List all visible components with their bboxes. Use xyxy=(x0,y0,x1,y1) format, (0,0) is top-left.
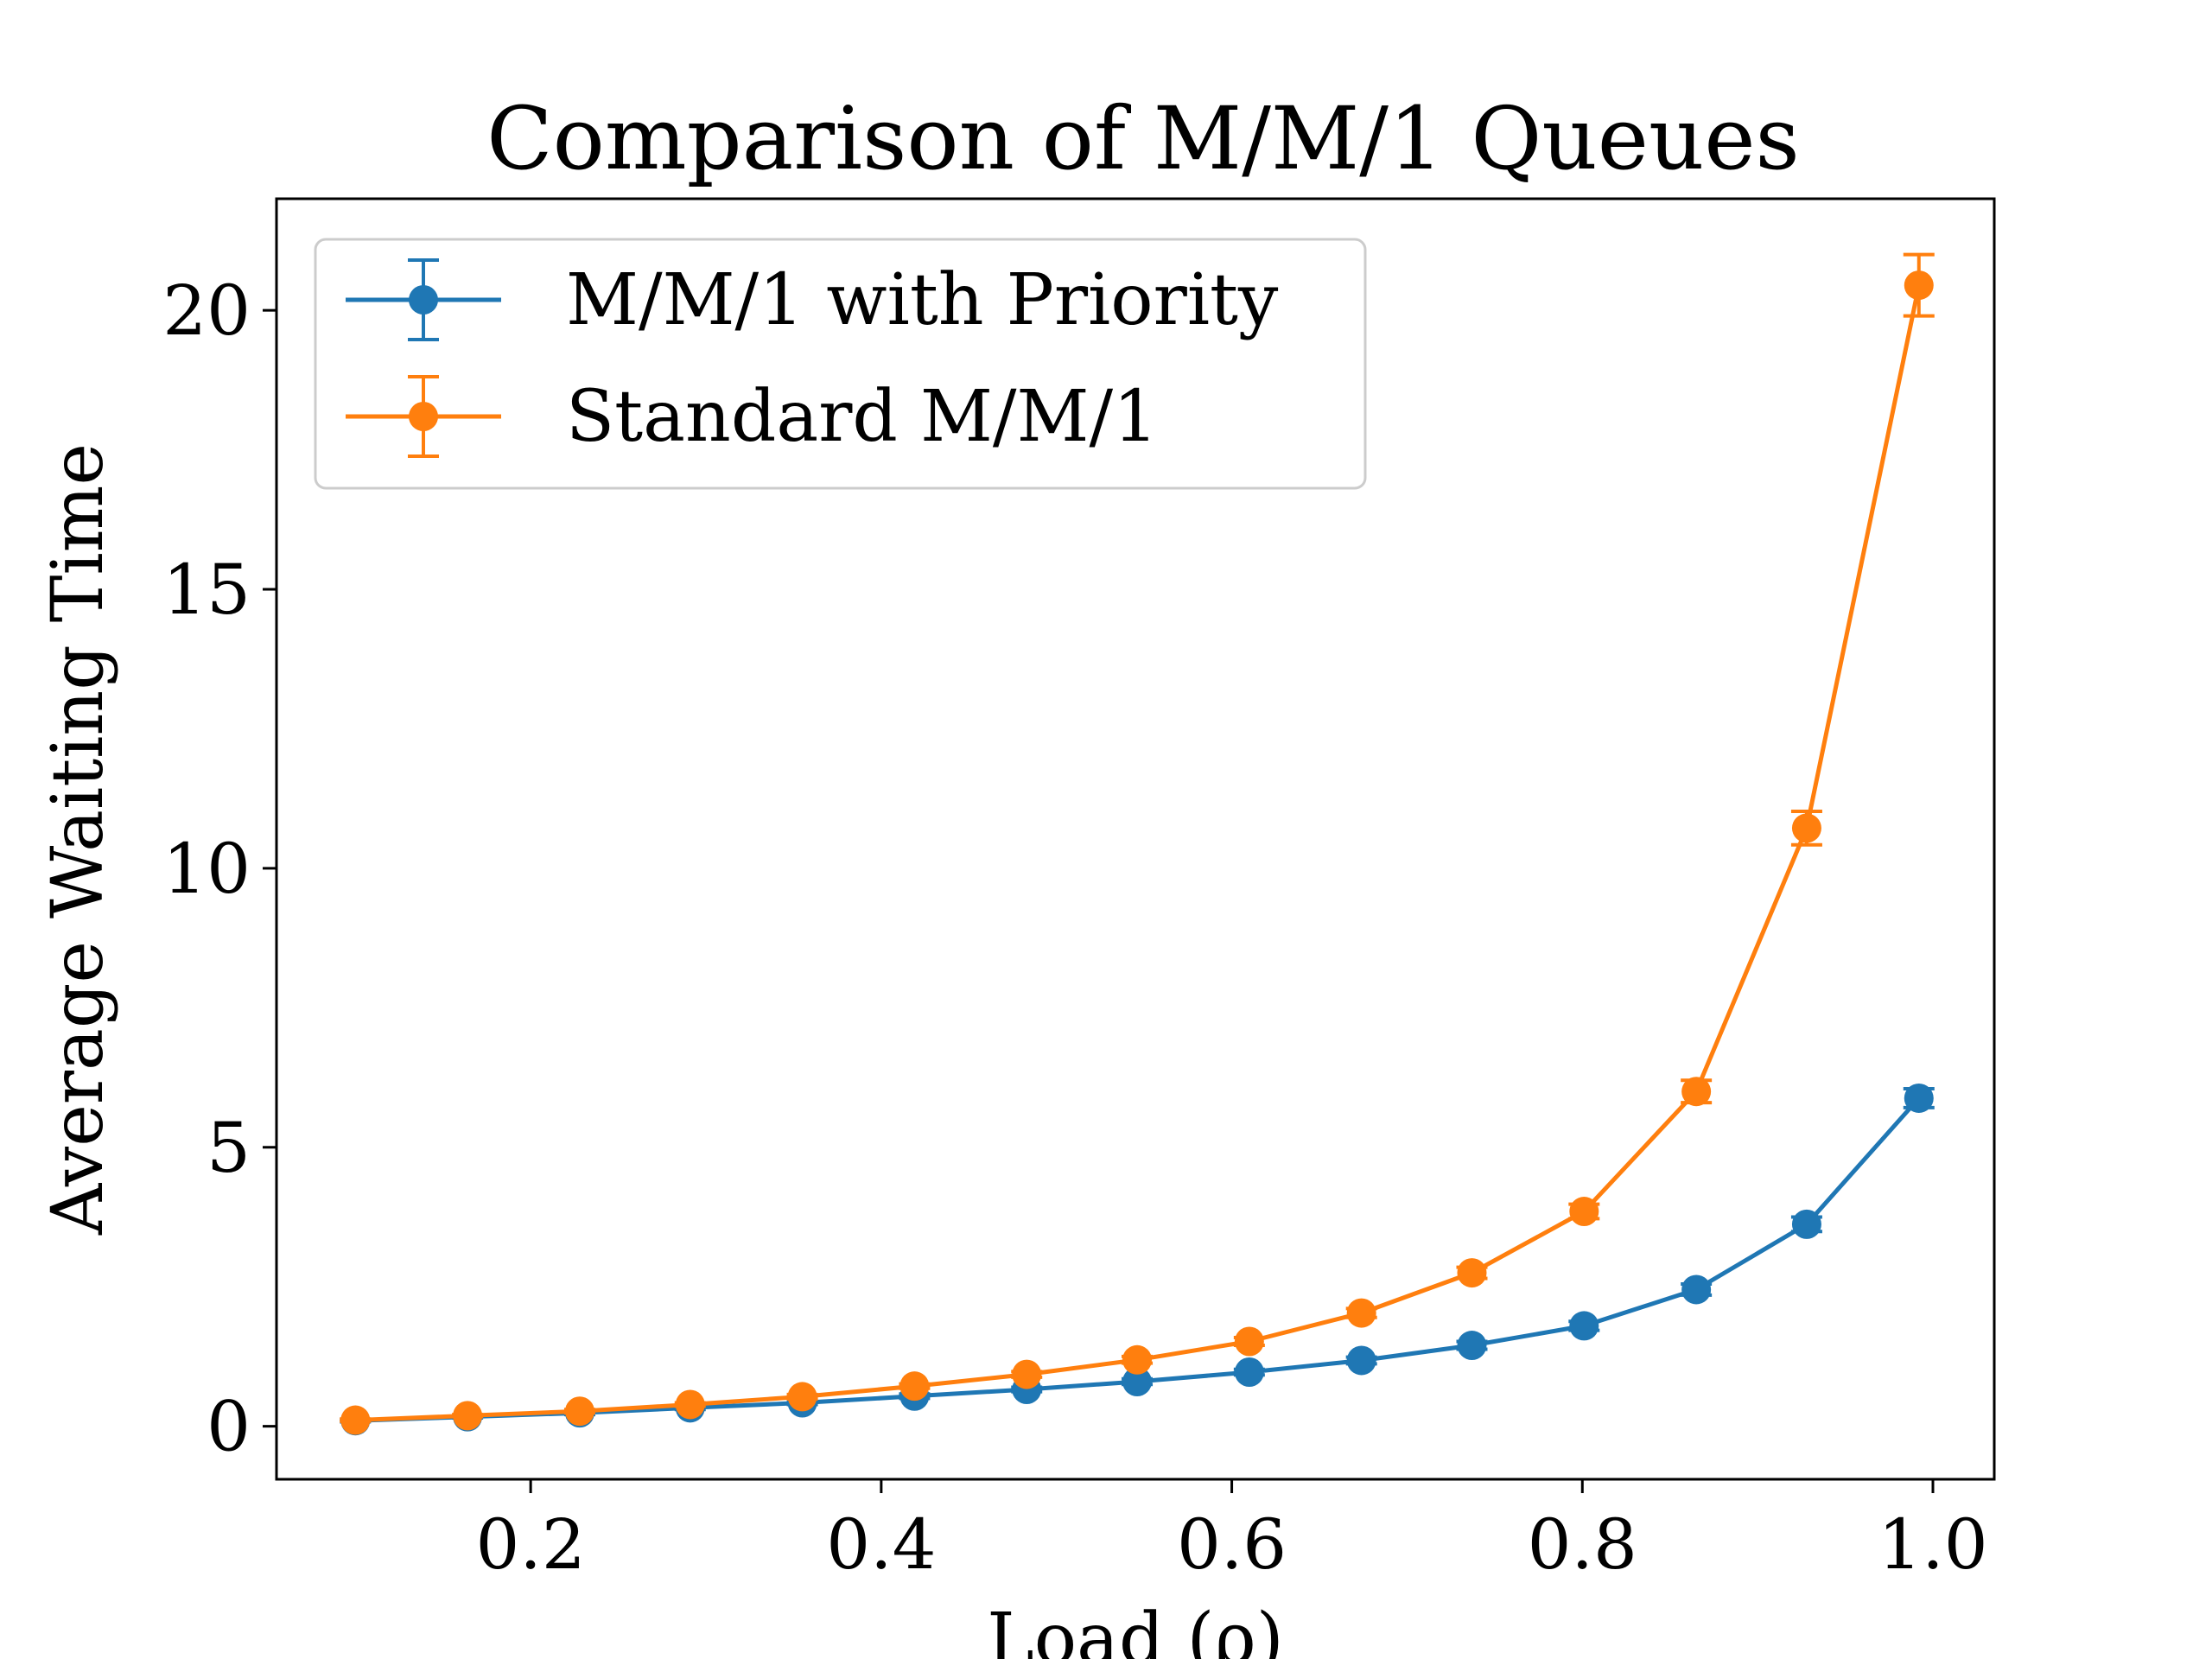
data-point xyxy=(1904,270,1934,301)
data-point xyxy=(1457,1331,1487,1361)
legend-marker xyxy=(409,285,438,315)
data-point xyxy=(1122,1344,1153,1375)
data-point xyxy=(1346,1298,1376,1328)
legend: M/M/1 with Priority Standard M/M/1 xyxy=(314,238,1367,490)
legend-entry: Standard M/M/1 xyxy=(346,375,1158,458)
plot-area xyxy=(340,252,1935,1436)
x-tick-label: 0.2 xyxy=(476,1504,586,1585)
data-point xyxy=(1569,1311,1599,1341)
x-tick-label: 0.6 xyxy=(1177,1504,1287,1585)
y-axis: 0 5 10 15 20 xyxy=(162,270,276,1467)
data-point xyxy=(1457,1258,1487,1288)
y-tick-label: 10 xyxy=(162,829,251,909)
data-point xyxy=(1012,1359,1042,1389)
y-tick-label: 5 xyxy=(207,1108,251,1188)
legend-marker xyxy=(409,402,438,431)
y-tick-label: 20 xyxy=(162,270,251,351)
data-point xyxy=(1791,1209,1821,1239)
axes-frame xyxy=(275,197,1996,1481)
data-point xyxy=(564,1396,594,1427)
chart-title: Comparison of M/M/1 Queues xyxy=(486,88,1800,189)
data-point xyxy=(675,1389,705,1420)
data-point xyxy=(1569,1197,1599,1227)
data-point xyxy=(1122,1366,1153,1396)
y-tick-label: 15 xyxy=(162,550,251,630)
legend-entry: M/M/1 with Priority xyxy=(346,258,1279,341)
data-point xyxy=(1904,1083,1934,1113)
data-point xyxy=(1681,1077,1712,1107)
x-tick-label: 0.8 xyxy=(1528,1504,1637,1585)
data-point xyxy=(899,1371,930,1402)
x-axis-label: Load (ρ) xyxy=(987,1599,1283,1659)
data-point xyxy=(340,1405,371,1435)
data-point xyxy=(1791,813,1821,843)
y-tick-label: 0 xyxy=(207,1387,251,1467)
x-tick-label: 0.4 xyxy=(826,1504,936,1585)
series-standard xyxy=(340,252,1935,1435)
legend-frame xyxy=(314,238,1367,490)
data-point xyxy=(1234,1357,1264,1388)
data-point xyxy=(453,1401,483,1431)
legend-label: M/M/1 with Priority xyxy=(566,259,1279,341)
y-axis-label: Average Waiting Time xyxy=(37,443,119,1236)
legend-label: Standard M/M/1 xyxy=(566,376,1158,458)
data-point xyxy=(787,1382,817,1412)
legend-entries: M/M/1 with Priority Standard M/M/1 xyxy=(346,258,1279,458)
x-tick-label: 1.0 xyxy=(1878,1504,1987,1585)
data-point xyxy=(1346,1345,1376,1376)
x-axis: 0.2 0.4 0.6 0.8 1.0 xyxy=(476,1479,1988,1585)
data-point xyxy=(1681,1274,1712,1305)
data-point xyxy=(1234,1326,1264,1357)
